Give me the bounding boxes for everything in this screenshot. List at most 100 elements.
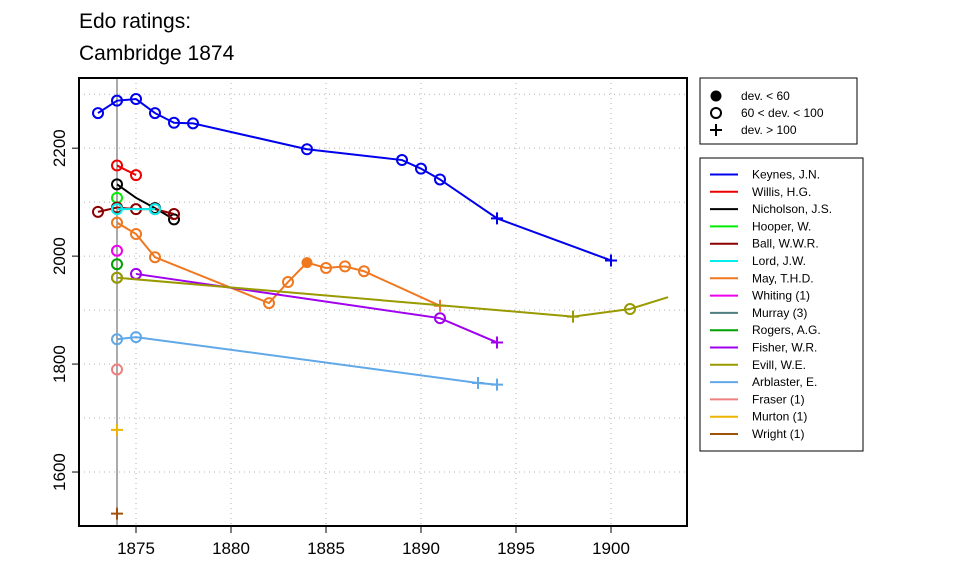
data-point-wright-1-1874 [111,507,123,520]
series-ball-w-w-r [92,201,180,221]
data-point-murton-1-1874 [111,423,123,436]
marker-legend: dev. < 60 60 < dev. < 100 dev. > 100 [699,77,858,145]
grid-lines [79,78,687,527]
data-point-keynes-j-n-1875 [130,93,142,106]
data-point-may-t-h-d-1884 [301,257,313,269]
data-point-fraser-1-1874 [111,363,123,376]
data-point-fisher-w-r-1891 [434,312,446,325]
data-point-may-t-h-d-1882 [263,297,275,310]
x-tick-label-1900: 1900 [592,539,630,558]
data-point-keynes-j-n-1900 [605,254,617,267]
series-rogers-a-g [111,258,123,271]
series-fraser-1 [111,363,123,376]
data-point-nicholson-j-s-1874 [111,178,123,191]
series-evill-w-e [111,271,669,323]
legend-label-arblaster-e: Arblaster, E. [752,375,817,389]
data-point-willis-h-g-1874 [111,159,123,172]
series-line-willis-h-g [116,164,137,177]
legend-label-evill-w-e: Evill, W.E. [752,358,806,372]
series-may-t-h-d [111,216,446,312]
data-point-evill-w-e-1901 [624,303,636,316]
series-wright-1 [111,507,123,520]
legend-label-whiting-1: Whiting (1) [752,289,810,303]
data-point-may-t-h-d-1886 [339,260,351,273]
data-point-may-t-h-d-1875 [130,227,142,240]
chart-title-line-2: Cambridge 1874 [79,42,235,65]
data-point-arblaster-e-1874 [111,333,123,346]
data-point-lord-j-w-1876 [149,203,161,216]
axes: 1875 1880 1885 1890 1895 1900 1600 1800 2000 2200 [50,129,630,558]
legend-label-murray-3: Murray (3) [752,306,807,320]
marker-legend-label-open: 60 < dev. < 100 [741,106,824,120]
x-tick-label-1895: 1895 [497,539,535,558]
y-tick-label-2000: 2000 [50,237,69,275]
data-point-may-t-h-d-1883 [282,276,294,289]
data-point-keynes-j-n-1894 [491,212,503,225]
chart-title-line-1: Edo ratings: [79,10,191,33]
series-legend: Keynes, J.N. Willis, H.G. Nicholson, J.S. H… [699,157,864,452]
data-point-whiting-1-1874 [111,244,123,257]
legend-label-fisher-w-r: Fisher, W.R. [752,341,817,355]
series-willis-h-g [111,159,142,182]
legend-label-ball-w-w-r: Ball, W.W.R. [752,237,819,251]
data-point-keynes-j-n-1874 [111,94,123,107]
y-tick-label-1600: 1600 [50,453,69,491]
data-point-may-t-h-d-1876 [149,251,161,264]
marker-legend-box [699,77,858,145]
data-point-keynes-j-n-1873 [92,107,104,120]
data-point-evill-w-e-1874 [111,271,123,284]
series-group [92,93,669,520]
legend-label-lord-j-w: Lord, J.W. [752,254,806,268]
data-point-evill-w-e-1898 [567,310,579,323]
x-tick-label-1880: 1880 [212,539,250,558]
series-keynes-j-n [92,93,617,267]
data-point-ball-w-w-r-1873 [92,205,104,218]
data-point-arblaster-e-1894 [491,378,503,391]
data-point-may-t-h-d-1887 [358,265,370,278]
data-point-fisher-w-r-1894 [491,336,503,349]
series-murton-1 [111,423,123,436]
data-point-keynes-j-n-1884 [301,143,313,156]
marker-legend-symbol-filled [710,90,722,102]
marker-legend-label-plus: dev. > 100 [741,123,797,137]
series-line-may-t-h-d [116,221,441,307]
series-line-arblaster-e [116,336,498,386]
data-point-may-t-h-d-1874 [111,216,123,229]
marker-legend-symbol-open [710,107,722,119]
legend-label-willis-h-g: Willis, H.G. [752,185,811,199]
data-point-keynes-j-n-1890 [415,162,427,175]
data-point-willis-h-g-1875 [130,169,142,182]
legend-label-wright-1: Wright (1) [752,427,804,441]
plot-frame [78,77,688,527]
data-point-lord-j-w-1874 [111,203,123,216]
data-point-keynes-j-n-1891 [434,173,446,186]
legend-label-hooper-w: Hooper, W. [752,219,811,233]
series-whiting-1 [111,244,123,257]
data-point-keynes-j-n-1889 [396,154,408,167]
series-fisher-w-r [130,267,503,349]
data-point-ball-w-w-r-1877 [168,208,180,221]
legend-label-may-t-h-d: May, T.H.D. [752,271,814,285]
series-line-nicholson-j-s [116,183,175,221]
x-tick-label-1890: 1890 [402,539,440,558]
series-line-keynes-j-n [97,98,612,262]
legend-label-nicholson-j-s: Nicholson, J.S. [752,202,832,216]
data-point-arblaster-e-1893 [472,376,484,389]
data-point-may-t-h-d-1885 [320,261,332,274]
series-line-evill-w-e [116,276,669,318]
x-tick-label-1885: 1885 [307,539,345,558]
data-point-rogers-a-g-1874 [111,258,123,271]
data-point-keynes-j-n-1876 [149,107,161,120]
series-nicholson-j-s [111,178,180,226]
series-legend-box [699,157,864,452]
legend-label-murton-1: Murton (1) [752,410,807,424]
series-arblaster-e [111,331,503,391]
marker-legend-symbol-plus [710,124,722,136]
data-point-keynes-j-n-1877 [168,116,180,129]
legend-label-keynes-j-n: Keynes, J.N. [752,168,820,182]
data-point-arblaster-e-1875 [130,331,142,344]
y-tick-label-1800: 1800 [50,345,69,383]
legend-label-rogers-a-g: Rogers, A.G. [752,323,821,337]
legend-label-fraser-1: Fraser (1) [752,392,805,406]
